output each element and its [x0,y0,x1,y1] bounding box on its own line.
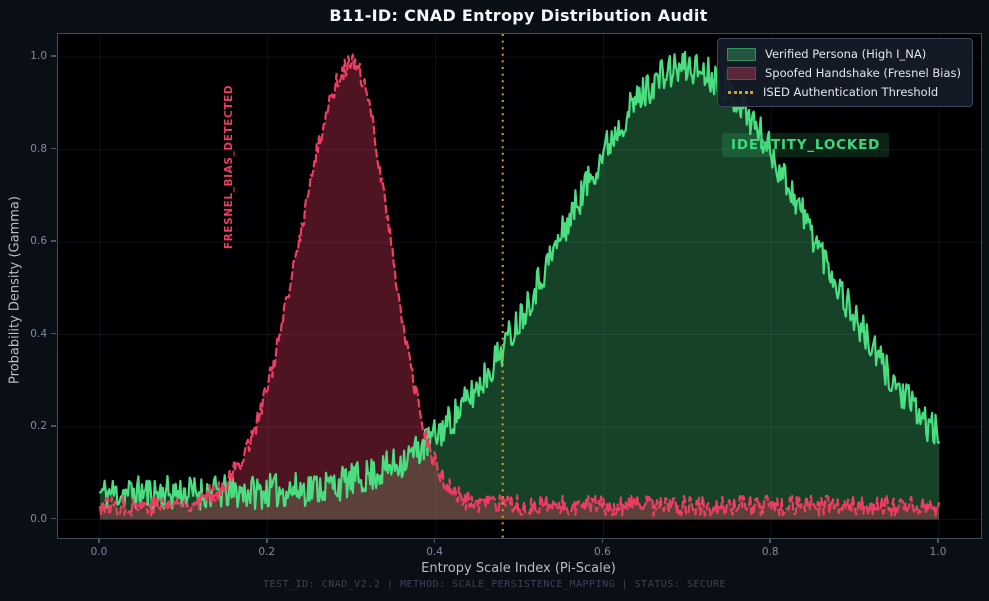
chart-title: B11-ID: CNAD Entropy Distribution Audit [329,6,708,25]
y-tick-mark [51,425,56,427]
threshold-dotted-swatch [727,87,754,98]
y-tick-mark [51,517,56,520]
legend-item-verified-persona: Verified Persona (High I_NA) [727,46,962,62]
y-axis-label: Probability Density (Gamma) [7,196,23,384]
identity-locked-annotation: IDENTITY_LOCKED [722,133,890,157]
footer-status-text: TEST_ID: CNAD_V2.2 | METHOD: SCALE_PERSI… [263,579,726,590]
legend: Verified Persona (High I_NA) Spoofed Han… [717,38,973,107]
y-tick-label: 0.4 [30,327,47,340]
x-tick-label: 0.4 [426,546,443,558]
legend-label: Verified Persona (High I_NA) [765,47,927,61]
density-curves [98,50,941,517]
density-fills [100,52,939,520]
fresnel-bias-annotation: FRESNEL_BIAS_DETECTED [223,84,235,250]
y-tick-mark [51,147,56,150]
plot-area [57,33,982,539]
x-axis-label: Entropy Scale Index (Pi-Scale) [421,561,616,576]
x-tick-label: 0.8 [761,546,779,558]
x-tick-label: 1.0 [929,546,947,558]
x-tick-label: 0.2 [258,546,276,558]
x-tick-mark [266,538,268,543]
y-tick-mark [51,332,56,335]
x-tick-mark [433,538,436,543]
y-tick-label: 0.6 [30,235,47,248]
x-tick-mark [937,538,939,543]
legend-label: Spoofed Handshake (Fresnel Bias) [765,66,961,80]
density-plot-canvas [58,34,981,538]
y-tick-label: 0.2 [30,420,47,433]
y-tick-label: 1.0 [30,50,47,63]
legend-item-threshold: ISED Authentication Threshold [727,84,962,100]
y-tick-mark [51,55,56,57]
spoofed-handshake-swatch [727,66,756,80]
y-tick-label: 0.8 [30,142,47,155]
legend-label: ISED Authentication Threshold [763,85,939,99]
y-tick-label: 0.0 [30,512,47,525]
x-tick-mark [601,538,604,543]
x-tick-mark [98,538,100,543]
verified-persona-swatch [727,47,756,61]
y-tick-mark [51,240,56,242]
x-tick-label: 0.6 [594,546,611,558]
x-tick-mark [769,538,771,543]
grid-lines [58,34,981,538]
legend-item-spoofed-handshake: Spoofed Handshake (Fresnel Bias) [727,65,962,81]
x-tick-label: 0.0 [90,546,108,558]
